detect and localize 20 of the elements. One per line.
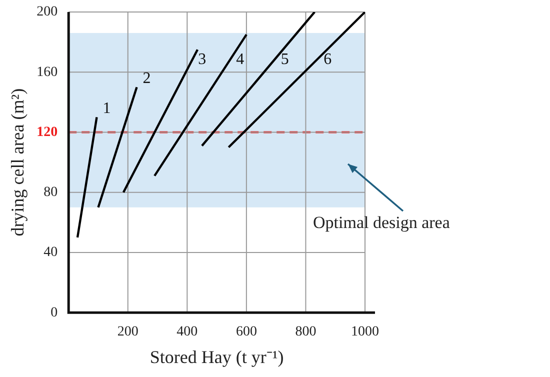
- series-label: 2: [142, 70, 151, 88]
- y-tick-label: 40: [44, 245, 58, 260]
- x-tick-label: 400: [176, 324, 198, 340]
- series-label: 4: [236, 51, 244, 68]
- y-tick-label: 0: [50, 305, 58, 320]
- x-tick-label: 800: [295, 324, 316, 340]
- series-label: 6: [324, 51, 332, 68]
- annotation: Optimal design area: [313, 212, 450, 233]
- y-tick-label: 80: [44, 185, 58, 200]
- series-label: 3: [198, 51, 206, 68]
- x-tick-label: 600: [236, 324, 257, 340]
- series-label: 5: [280, 51, 289, 68]
- y-tick-label: 120: [36, 124, 58, 140]
- y-tick-label: 200: [36, 4, 58, 20]
- x-tick-label: 200: [117, 324, 138, 340]
- y-axis-title: drying cell area (m²): [8, 88, 28, 236]
- x-axis-title: Stored Hay (t yr⁻¹): [150, 346, 284, 367]
- x-tick-label: 1000: [351, 324, 379, 340]
- series-label: 1: [102, 100, 111, 118]
- y-tick-label: 160: [36, 64, 58, 80]
